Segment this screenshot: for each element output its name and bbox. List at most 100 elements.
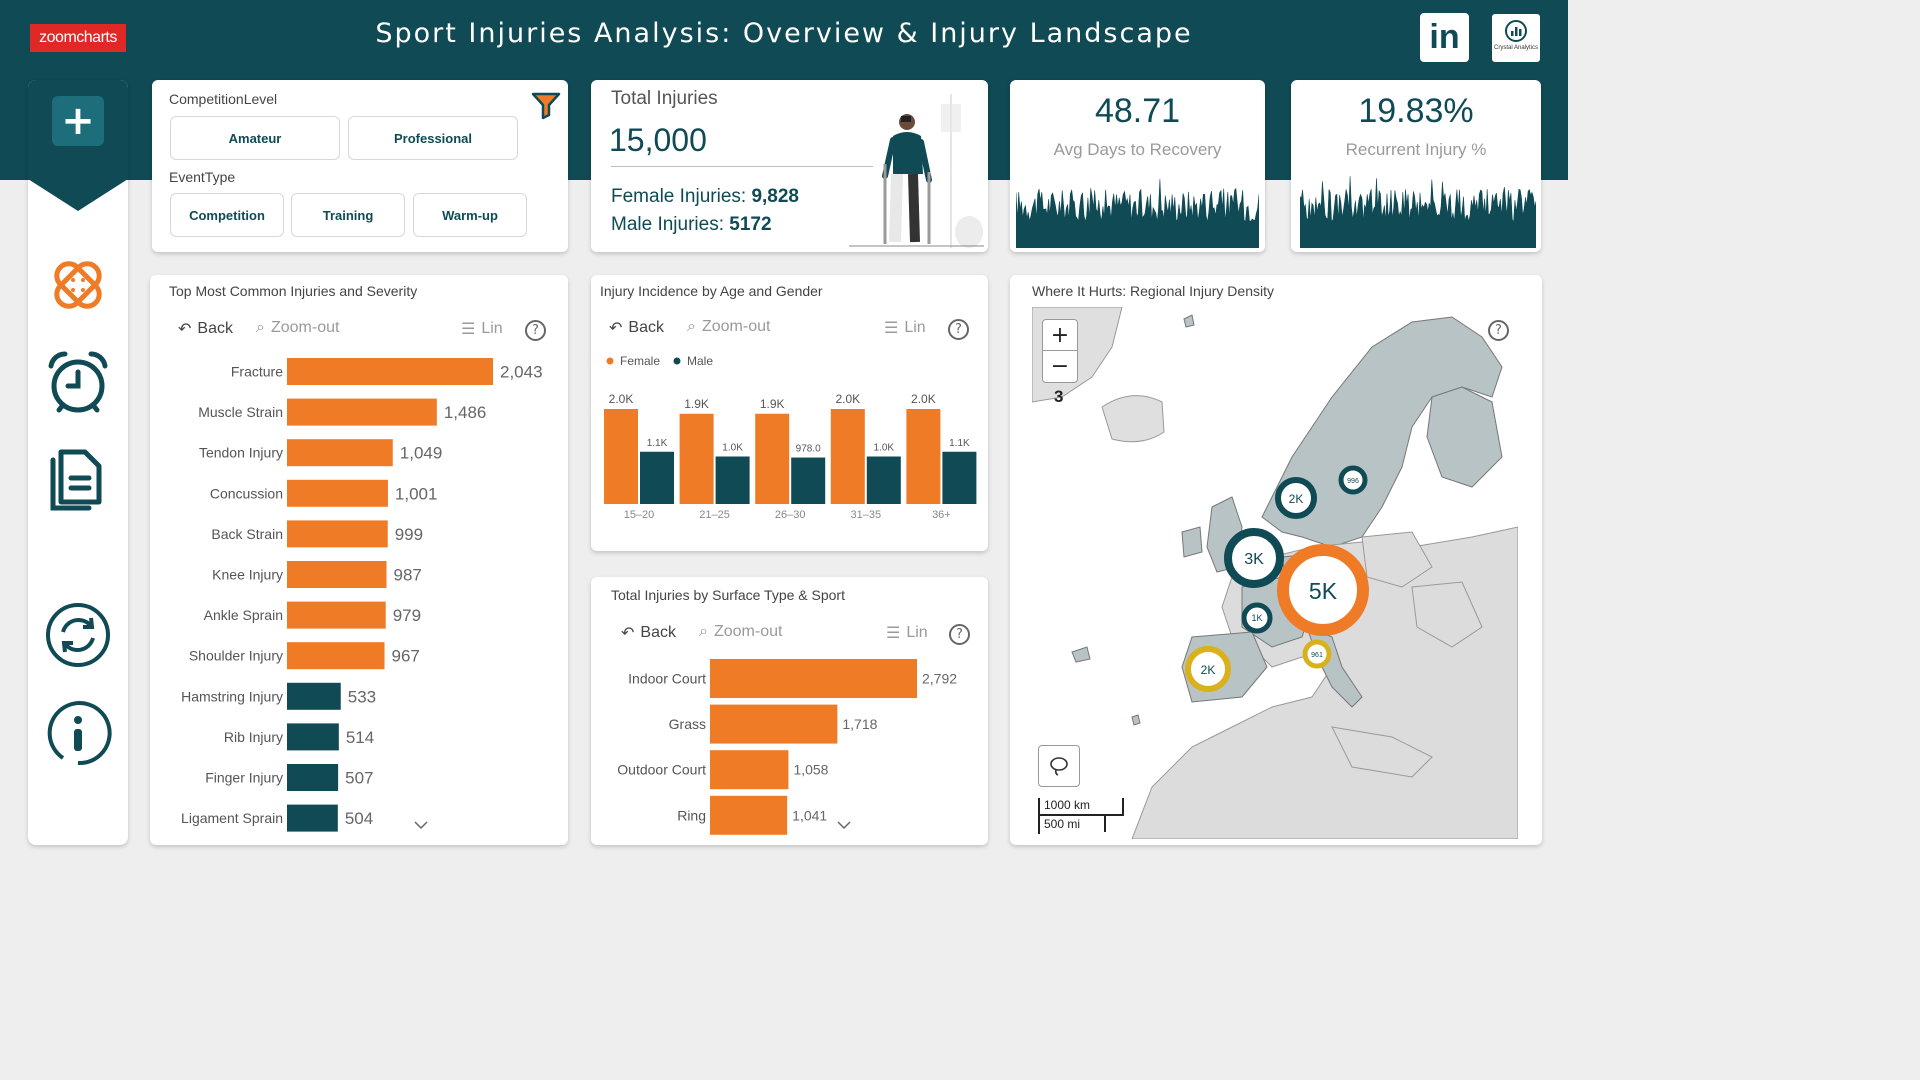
alarm-clock-icon[interactable] <box>43 348 113 418</box>
bar[interactable] <box>287 479 388 507</box>
total-injuries-title: Total Injuries <box>611 88 718 109</box>
lin-button[interactable]: ☰ Lin <box>886 624 928 642</box>
lasso-icon <box>1050 757 1068 776</box>
lin-button[interactable]: ☰ Lin <box>461 320 503 338</box>
back-icon: ↶ <box>621 625 635 642</box>
back-button[interactable]: ↶ Back <box>621 624 676 642</box>
data-label: 504 <box>345 809 373 828</box>
zoom-out-button[interactable]: ⌕ Zoom-out <box>256 319 340 336</box>
bar[interactable] <box>604 409 638 504</box>
bar[interactable] <box>906 409 941 504</box>
zoom-out-map-button[interactable]: − <box>1050 354 1070 379</box>
data-label: 1.0K <box>722 443 743 454</box>
data-label: 1.9K <box>760 397 785 411</box>
lin-button[interactable]: ☰ Lin <box>884 319 926 337</box>
training-button[interactable]: Training <box>291 193 405 237</box>
bar[interactable] <box>287 723 339 751</box>
top-injuries-card: Top Most Common Injuries and Severity ↶ B… <box>150 275 568 845</box>
bar[interactable] <box>287 682 341 710</box>
sparkline-area <box>1016 179 1259 248</box>
back-icon: ↶ <box>178 321 192 338</box>
bar[interactable] <box>287 601 386 629</box>
help-icon[interactable]: ? <box>949 624 970 645</box>
category-label: Rib Injury <box>224 729 283 745</box>
age-gender-card: Injury Incidence by Age and Gender ↶ Back… <box>591 275 988 551</box>
bar[interactable] <box>640 451 674 504</box>
recovery-sparkline <box>1016 179 1259 248</box>
bubble-2k-teal[interactable]: 2K <box>1275 477 1317 519</box>
professional-button[interactable]: Professional <box>348 116 518 160</box>
tick-label: 15–20 <box>624 509 655 521</box>
bar[interactable] <box>287 764 339 791</box>
event-type-title: EventType <box>169 169 236 185</box>
help-icon[interactable]: ? <box>948 319 969 340</box>
data-label: 2.0K <box>911 392 936 406</box>
data-label: 1.0K <box>874 443 895 454</box>
bar[interactable] <box>287 804 338 832</box>
bar[interactable] <box>287 561 387 588</box>
refresh-icon[interactable] <box>43 600 113 670</box>
back-button[interactable]: ↶ Back <box>178 320 233 338</box>
list-icon: ☰ <box>886 625 901 642</box>
bar[interactable] <box>830 409 865 504</box>
europe-map[interactable]: 5K 3K 2K 2K 1K 996 961 <box>1032 307 1518 839</box>
bubble-3k[interactable]: 3K <box>1224 528 1284 588</box>
svg-text:961: 961 <box>1311 652 1323 659</box>
bar[interactable] <box>710 795 788 835</box>
help-icon[interactable]: ? <box>1488 320 1509 341</box>
category-label: Tendon Injury <box>199 445 283 461</box>
scroll-chevron-icon[interactable] <box>837 821 851 830</box>
bar[interactable] <box>287 439 393 467</box>
data-label: 2.0K <box>835 392 860 406</box>
zoom-in-button[interactable]: + <box>1043 320 1077 351</box>
category-label: Knee Injury <box>212 567 283 583</box>
help-icon[interactable]: ? <box>525 320 546 341</box>
linkedin-icon[interactable]: in <box>1420 13 1469 62</box>
bar[interactable] <box>287 358 493 385</box>
bar[interactable] <box>710 659 917 698</box>
category-label: Back Strain <box>211 526 283 542</box>
svg-text:2K: 2K <box>1201 663 1216 677</box>
zoom-out-button[interactable]: ⌕ Zoom-out <box>699 623 783 640</box>
data-label: 979 <box>393 606 421 625</box>
bar[interactable] <box>791 457 826 504</box>
bar[interactable] <box>287 642 385 670</box>
bar[interactable] <box>710 750 789 790</box>
bubble-2k-gold[interactable]: 2K <box>1185 646 1231 692</box>
info-icon[interactable] <box>43 698 113 768</box>
bubble-996[interactable]: 996 <box>1338 465 1368 495</box>
crystal-analytics-badge[interactable]: Crystal Analytics <box>1490 12 1542 64</box>
plus-icon[interactable]: + <box>52 96 104 146</box>
bar[interactable] <box>287 398 437 426</box>
amateur-button[interactable]: Amateur <box>170 116 340 160</box>
bar[interactable] <box>710 704 838 744</box>
map-title: Where It Hurts: Regional Injury Density <box>1032 283 1274 299</box>
back-button[interactable]: ↶ Back <box>609 319 664 337</box>
filter-icon[interactable] <box>530 88 562 120</box>
zoom-out-button[interactable]: ⌕ Zoom-out <box>687 318 771 335</box>
bar[interactable] <box>866 456 901 505</box>
scroll-chevron-icon[interactable] <box>414 821 428 830</box>
zoom-out-icon: ⌕ <box>699 623 708 640</box>
bandage-icon[interactable] <box>43 250 113 320</box>
svg-text:2K: 2K <box>1289 492 1304 506</box>
competition-button[interactable]: Competition <box>170 193 284 237</box>
bar[interactable] <box>287 520 388 548</box>
zoomcharts-logo[interactable]: zoomcharts <box>30 24 126 52</box>
lasso-button[interactable] <box>1038 745 1080 787</box>
bar[interactable] <box>942 451 977 504</box>
warm-up-button[interactable]: Warm-up <box>413 193 527 237</box>
bar[interactable] <box>755 413 790 504</box>
data-label: 1,049 <box>400 444 443 463</box>
top-injuries-title: Top Most Common Injuries and Severity <box>169 283 418 299</box>
svg-text:996: 996 <box>1347 478 1359 485</box>
bar[interactable] <box>715 456 750 505</box>
bubble-1k[interactable]: 1K <box>1241 602 1273 634</box>
bar[interactable] <box>679 413 714 504</box>
bubble-961[interactable]: 961 <box>1302 639 1332 669</box>
injured-person-illustration <box>849 94 984 248</box>
scale-bar: 1000 km 500 mi <box>1038 798 1124 834</box>
page-title: Sport Injuries Analysis: Overview & Inju… <box>375 18 1193 49</box>
bubble-5k[interactable]: 5K <box>1277 544 1369 636</box>
documents-icon[interactable] <box>43 442 113 512</box>
